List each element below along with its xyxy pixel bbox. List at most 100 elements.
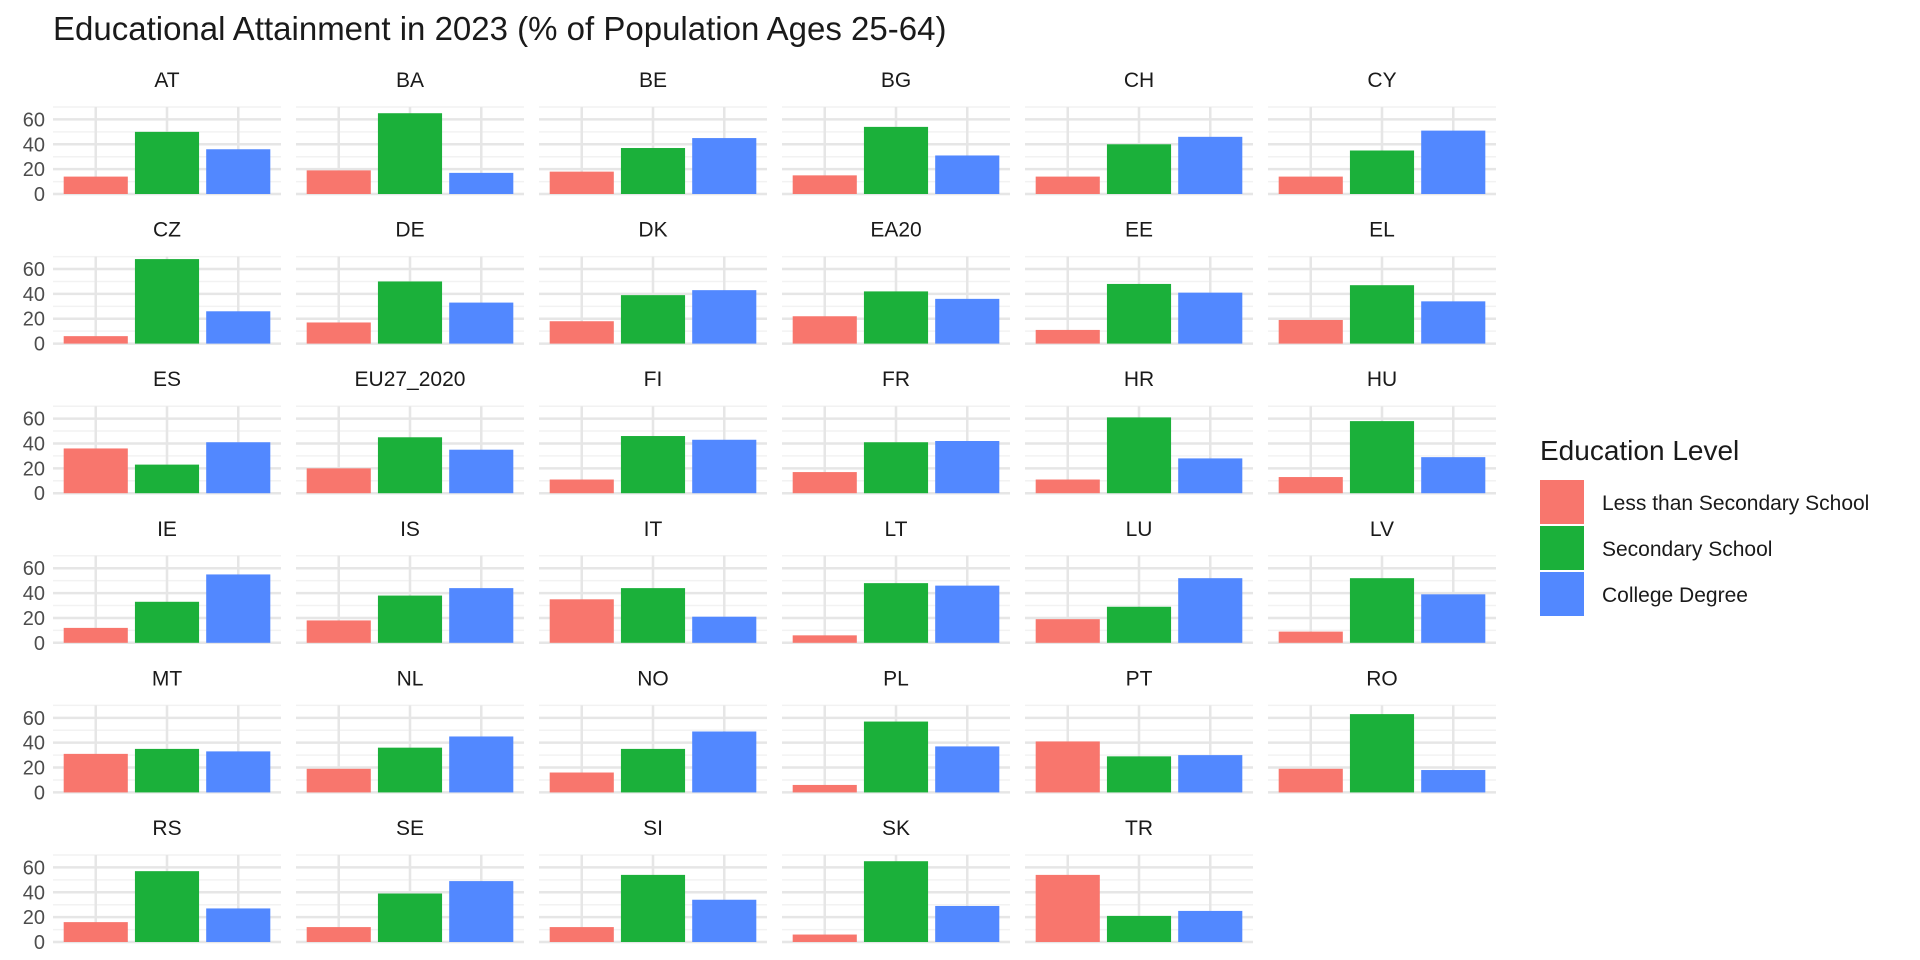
facet-label-fr: FR bbox=[882, 368, 910, 391]
facet-de: DE bbox=[296, 219, 524, 345]
y-tick-label: 60 bbox=[23, 109, 45, 131]
facet-pt: PT bbox=[1025, 667, 1253, 794]
bar-es-secondary-school bbox=[134, 464, 200, 494]
facet-ch: CH bbox=[1025, 69, 1253, 196]
bar-el-secondary-school bbox=[1349, 285, 1415, 344]
facet-label-hu: HU bbox=[1367, 368, 1397, 391]
facet-si: SI bbox=[539, 817, 767, 944]
bar-pl-college-degree bbox=[935, 746, 1000, 793]
facet-is: IS bbox=[296, 518, 524, 645]
bar-pl-less-than-secondary-school bbox=[792, 784, 857, 793]
y-tick-label: 20 bbox=[23, 159, 45, 181]
bar-ch-secondary-school bbox=[1106, 144, 1172, 194]
bar-it-secondary-school bbox=[620, 588, 686, 643]
facet-label-lt: LT bbox=[885, 518, 908, 541]
bar-de-less-than-secondary-school bbox=[306, 322, 371, 344]
bar-cy-college-degree bbox=[1421, 130, 1486, 194]
bar-pt-secondary-school bbox=[1106, 756, 1172, 793]
bar-be-secondary-school bbox=[620, 148, 686, 194]
bar-cz-college-degree bbox=[206, 311, 271, 344]
bar-hu-college-degree bbox=[1421, 457, 1486, 494]
bar-no-less-than-secondary-school bbox=[549, 772, 614, 793]
facet-sk: SK bbox=[782, 817, 1010, 944]
bar-ie-secondary-school bbox=[134, 601, 200, 643]
facet-at: AT 0 20 40 60 bbox=[23, 69, 281, 206]
bar-ee-less-than-secondary-school bbox=[1035, 329, 1100, 344]
bar-hr-secondary-school bbox=[1106, 417, 1172, 494]
y-tick-label: 60 bbox=[23, 857, 45, 879]
bar-pl-secondary-school bbox=[863, 721, 929, 793]
y-tick-label: 0 bbox=[34, 334, 45, 356]
facet-hu: HU bbox=[1268, 368, 1496, 495]
y-tick-label: 20 bbox=[23, 758, 45, 780]
bar-be-less-than-secondary-school bbox=[549, 171, 614, 194]
bar-se-secondary-school bbox=[377, 893, 443, 942]
legend-item-less-than-secondary-school: Less than Secondary School bbox=[1540, 480, 1869, 524]
bar-ea20-secondary-school bbox=[863, 291, 929, 344]
bar-ie-college-degree bbox=[206, 574, 271, 643]
facet-label-dk: DK bbox=[638, 219, 667, 242]
facet-label-el: EL bbox=[1369, 219, 1395, 242]
bar-cz-secondary-school bbox=[134, 259, 200, 344]
facet-lu: LU bbox=[1025, 518, 1253, 645]
facet-label-ea20: EA20 bbox=[870, 219, 921, 242]
bar-ro-college-degree bbox=[1421, 770, 1486, 793]
facet-be: BE bbox=[539, 69, 767, 196]
facet-label-ro: RO bbox=[1366, 667, 1398, 690]
facet-no: NO bbox=[539, 667, 767, 794]
bar-tr-less-than-secondary-school bbox=[1035, 874, 1100, 942]
bar-eu27-2020-secondary-school bbox=[377, 437, 443, 494]
bar-fi-secondary-school bbox=[620, 436, 686, 494]
bar-cz-less-than-secondary-school bbox=[63, 336, 128, 344]
bar-si-college-degree bbox=[692, 899, 757, 942]
bar-is-college-degree bbox=[449, 588, 514, 643]
bar-lu-secondary-school bbox=[1106, 606, 1172, 643]
bar-ea20-college-degree bbox=[935, 298, 1000, 344]
facet-label-si: SI bbox=[643, 817, 663, 840]
facet-label-rs: RS bbox=[152, 817, 181, 840]
bar-es-less-than-secondary-school bbox=[63, 448, 128, 494]
bar-it-less-than-secondary-school bbox=[549, 599, 614, 643]
facet-label-it: IT bbox=[644, 518, 663, 541]
facet-label-sk: SK bbox=[882, 817, 910, 840]
bar-at-less-than-secondary-school bbox=[63, 176, 128, 194]
legend: Education Level Less than Secondary Scho… bbox=[1540, 435, 1869, 616]
y-tick-label: 0 bbox=[34, 633, 45, 655]
facet-label-hr: HR bbox=[1124, 368, 1154, 391]
bar-dk-college-degree bbox=[692, 290, 757, 344]
legend-item-college-degree: College Degree bbox=[1540, 572, 1748, 616]
bar-el-less-than-secondary-school bbox=[1278, 319, 1343, 344]
bar-ba-college-degree bbox=[449, 172, 514, 194]
bar-tr-secondary-school bbox=[1106, 915, 1172, 942]
legend-label-secondary-school: Secondary School bbox=[1602, 538, 1772, 561]
y-tick-label: 60 bbox=[23, 259, 45, 281]
bar-hr-less-than-secondary-school bbox=[1035, 479, 1100, 494]
y-tick-label: 40 bbox=[23, 583, 45, 605]
bar-no-college-degree bbox=[692, 731, 757, 793]
y-tick-label: 40 bbox=[23, 882, 45, 904]
bar-nl-secondary-school bbox=[377, 747, 443, 793]
facet-it: IT bbox=[539, 518, 767, 645]
facet-label-ee: EE bbox=[1125, 219, 1153, 242]
bar-fi-less-than-secondary-school bbox=[549, 479, 614, 494]
facet-rs: RS 0 20 40 60 bbox=[23, 817, 281, 954]
y-tick-label: 0 bbox=[34, 932, 45, 954]
bar-si-secondary-school bbox=[620, 874, 686, 942]
facet-label-lu: LU bbox=[1126, 518, 1153, 541]
y-tick-label: 40 bbox=[23, 284, 45, 306]
facet-label-ba: BA bbox=[396, 69, 424, 92]
bar-de-secondary-school bbox=[377, 281, 443, 344]
bar-bg-college-degree bbox=[935, 155, 1000, 194]
bar-rs-less-than-secondary-school bbox=[63, 922, 128, 942]
y-tick-label: 40 bbox=[23, 733, 45, 755]
y-tick-label: 20 bbox=[23, 608, 45, 630]
chart-title: Educational Attainment in 2023 (% of Pop… bbox=[53, 10, 946, 47]
bar-ba-less-than-secondary-school bbox=[306, 170, 371, 194]
bar-nl-college-degree bbox=[449, 736, 514, 793]
y-tick-label: 40 bbox=[23, 433, 45, 455]
facet-se: SE bbox=[296, 817, 524, 944]
y-tick-label: 0 bbox=[34, 184, 45, 206]
bar-rs-college-degree bbox=[206, 908, 271, 942]
bar-lt-less-than-secondary-school bbox=[792, 635, 857, 643]
